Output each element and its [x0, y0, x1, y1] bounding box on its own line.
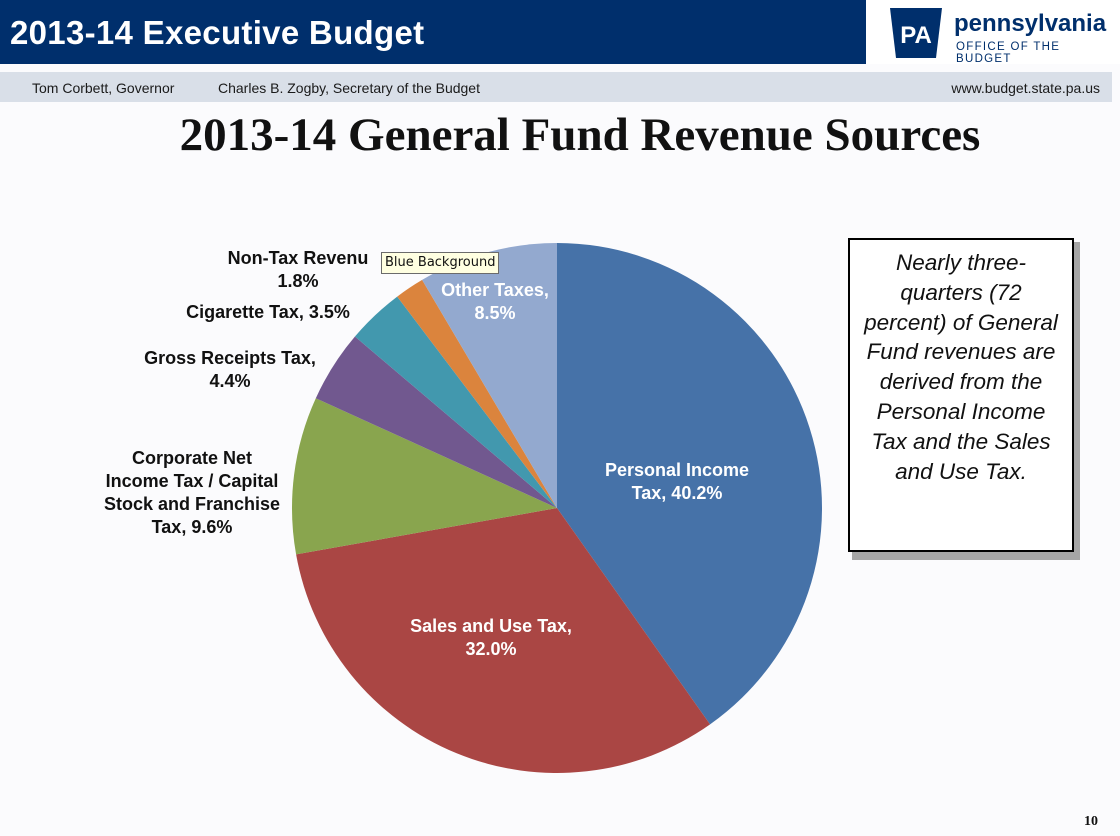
subheader-bar: [0, 72, 1112, 102]
tooltip: Blue Background: [381, 252, 500, 274]
slice-label: Other Taxes, 8.5%: [441, 280, 549, 323]
slice-label-line: Cigarette Tax, 3.5%: [186, 302, 350, 322]
slice-label-line: Stock and Franchise: [104, 494, 280, 514]
pa-budget-logo: PA pennsylvania OFFICE OF THE BUDGET: [866, 0, 1120, 65]
callout-box: Nearly three-quarters (72 percent) of Ge…: [848, 238, 1074, 552]
slice-label-line: Personal Income: [605, 460, 749, 480]
callout-text: Nearly three-quarters (72 percent) of Ge…: [864, 250, 1058, 484]
logo-subtitle: OFFICE OF THE BUDGET: [956, 41, 1061, 65]
slice-label: Non-Tax Revenu 1.8%: [228, 248, 369, 291]
pie-slice: [557, 242, 823, 725]
slice-label-line: Gross Receipts Tax,: [144, 348, 316, 368]
slice-label: Corporate Net Income Tax / Capital Stock a…: [104, 448, 280, 537]
secretary-name: Charles B. Zogby, Secretary of the Budge…: [218, 80, 480, 96]
slice-label-line: Other Taxes,: [441, 280, 549, 300]
slice-label: Sales and Use Tax, 32.0%: [410, 616, 572, 659]
logo-mark: PA: [900, 22, 932, 49]
pie-slice: [291, 398, 557, 555]
governor-name: Tom Corbett, Governor: [32, 80, 175, 96]
slice-label-line: Tax, 40.2%: [632, 483, 723, 503]
slice-label-line: 8.5%: [474, 303, 515, 323]
slice-label-line: 1.8%: [277, 271, 318, 291]
slice-label-line: Tax, 9.6%: [152, 517, 233, 537]
website-url: www.budget.state.pa.us: [951, 80, 1100, 96]
slide-title: 2013-14 General Fund Revenue Sources: [179, 109, 981, 161]
logo-name: pennsylvania: [954, 10, 1107, 37]
slice-label-line: Sales and Use Tax,: [410, 616, 572, 636]
page-number: 10: [1084, 814, 1098, 829]
header-title: 2013-14 Executive Budget: [10, 14, 425, 51]
slice-label: Gross Receipts Tax, 4.4%: [144, 348, 316, 391]
slice-label-line: 4.4%: [209, 371, 250, 391]
slice-label-line: Corporate Net: [132, 448, 252, 468]
slice-label-line: 32.0%: [465, 639, 516, 659]
slice-label: Cigarette Tax, 3.5%: [186, 302, 350, 322]
pie-slice: [397, 279, 557, 508]
keystone-logo-icon: PA: [890, 8, 942, 58]
slice-label: Personal Income Tax, 40.2%: [605, 460, 749, 503]
pie-slice: [354, 296, 557, 508]
pie-slice: [296, 508, 711, 774]
pie-slice: [422, 243, 557, 508]
header-bar: [0, 0, 866, 64]
slice-label-line: Income Tax / Capital: [106, 471, 279, 491]
slice-label-line: Non-Tax Revenu: [228, 248, 369, 268]
pie-slice: [315, 336, 557, 508]
